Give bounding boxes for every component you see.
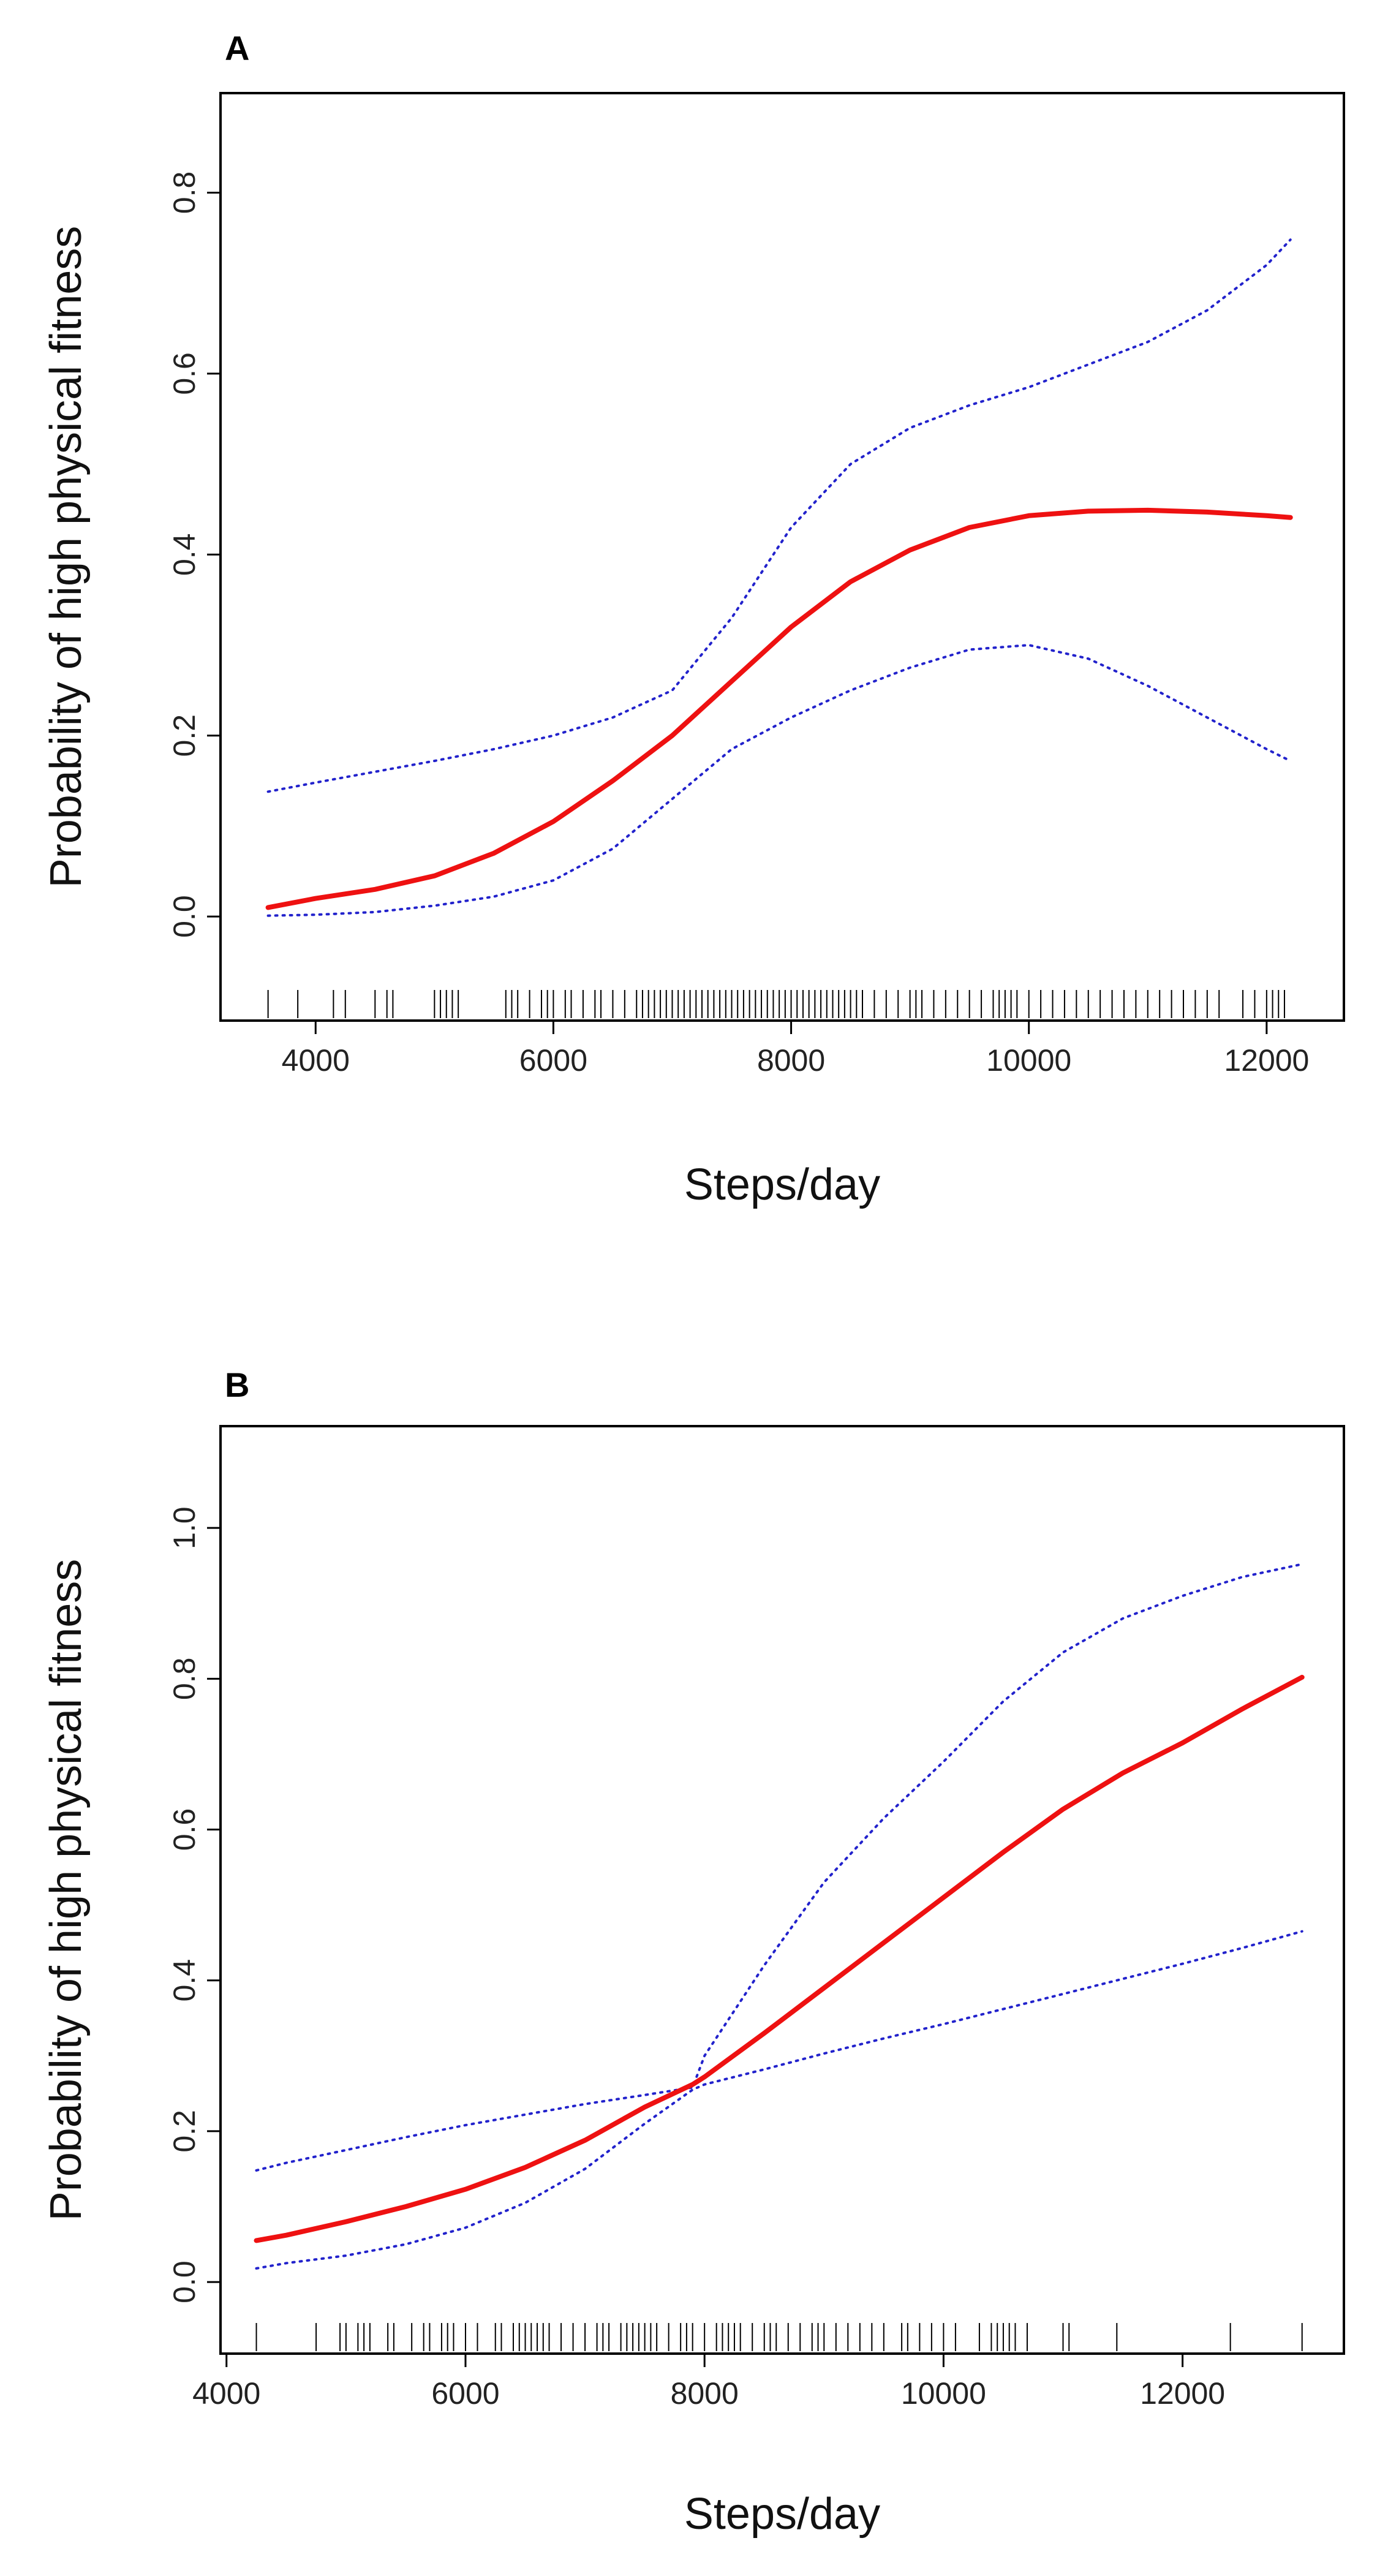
panel-b-y-axis-title: Probability of high physical fitness xyxy=(42,1559,91,2221)
panel-a-x-tick-label-3: 10000 xyxy=(986,1043,1071,1078)
panel-a: A 0.0 0.2 0.4 0.6 0.8 4000 6000 8000 10000 12000… xyxy=(42,29,1345,1209)
panel-b-y-tick-label-2: 0.4 xyxy=(167,1959,202,2002)
panel-b-letter: B xyxy=(225,1365,249,1404)
panel-b-y-tick-label-0: 0.0 xyxy=(167,2261,202,2303)
panel-a-x-axis: 4000 6000 8000 10000 12000 xyxy=(282,1021,1309,1078)
panel-a-x-tick-label-1: 6000 xyxy=(519,1043,587,1078)
panel-b-y-tick-label-4: 0.8 xyxy=(167,1658,202,1701)
panel-a-x-tick-label-0: 4000 xyxy=(282,1043,350,1078)
panel-a-fit-line xyxy=(265,507,1293,910)
panel-b-y-tick-label-5: 1.0 xyxy=(167,1506,202,1549)
panel-b: B 0.0 0.2 0.4 0.6 0.8 1.0 4000 6000 8000 10000 12… xyxy=(42,1365,1345,2539)
panel-b-rug xyxy=(255,2323,1303,2351)
panel-b-curves xyxy=(254,1563,1305,2270)
panel-b-plot-frame xyxy=(219,1425,1345,2355)
panel-a-x-tick-label-2: 8000 xyxy=(757,1043,825,1078)
panel-a-letter: A xyxy=(225,29,249,67)
panel-a-y-tick-label-3: 0.6 xyxy=(167,352,202,395)
panel-b-y-tick-label-3: 0.6 xyxy=(167,1808,202,1851)
panel-b-ci-lower-line xyxy=(255,1930,1303,2270)
panel-b-x-tick-label-2: 8000 xyxy=(671,2376,739,2411)
panel-a-ci-lower-line xyxy=(266,643,1292,917)
panel-a-plot-frame xyxy=(219,92,1345,1022)
panel-b-ci-upper-line xyxy=(255,1563,1303,2172)
panel-a-y-tick-label-1: 0.2 xyxy=(167,714,202,757)
panel-a-curves xyxy=(265,238,1293,917)
panel-a-x-axis-title: Steps/day xyxy=(684,1160,880,1209)
panel-b-y-tick-label-1: 0.2 xyxy=(167,2110,202,2153)
panel-a-y-tick-label-0: 0.0 xyxy=(167,895,202,938)
panel-b-x-axis-title: Steps/day xyxy=(684,2490,880,2539)
panel-b-x-tick-label-1: 6000 xyxy=(431,2376,499,2411)
panel-b-x-tick-label-4: 12000 xyxy=(1140,2376,1225,2411)
panel-a-rug xyxy=(267,990,1285,1018)
panel-a-y-axis: 0.0 0.2 0.4 0.6 0.8 xyxy=(167,172,221,938)
panel-b-y-axis: 0.0 0.2 0.4 0.6 0.8 1.0 xyxy=(167,1506,221,2303)
panel-a-y-tick-label-2: 0.4 xyxy=(167,534,202,576)
panel-b-fit-line xyxy=(254,1674,1305,2243)
panel-b-x-tick-label-0: 4000 xyxy=(192,2376,260,2411)
panel-a-y-tick-label-4: 0.8 xyxy=(167,172,202,214)
panel-b-x-tick-label-3: 10000 xyxy=(901,2376,986,2411)
panel-a-y-axis-title: Probability of high physical fitness xyxy=(42,226,91,888)
panel-a-x-tick-label-4: 12000 xyxy=(1224,1043,1309,1078)
panel-a-ci-upper-line xyxy=(266,238,1292,793)
panel-b-x-axis: 4000 6000 8000 10000 12000 xyxy=(192,2354,1225,2411)
